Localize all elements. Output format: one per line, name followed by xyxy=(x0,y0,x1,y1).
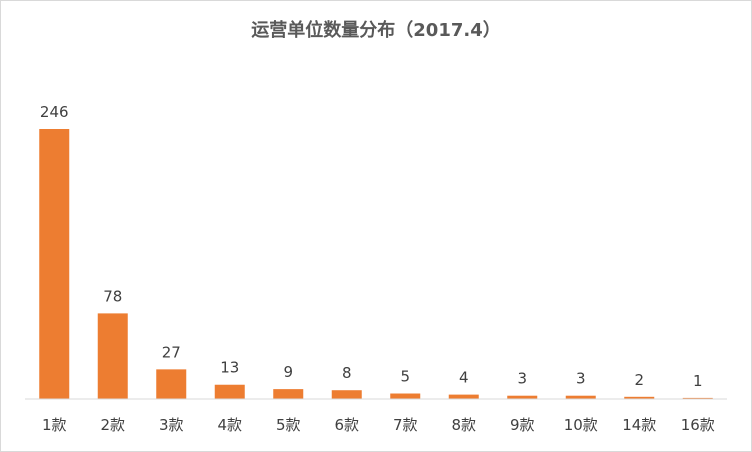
category-label-8: 8款 xyxy=(451,416,476,434)
value-label-9: 3 xyxy=(517,370,527,388)
bar-1 xyxy=(39,129,70,399)
category-label-3: 3款 xyxy=(159,416,184,434)
category-label-7: 7款 xyxy=(393,416,418,434)
category-label-11: 14款 xyxy=(622,416,656,434)
category-label-6: 6款 xyxy=(334,416,359,434)
bar-4 xyxy=(214,384,245,399)
bars-group xyxy=(39,129,713,399)
category-label-12: 16款 xyxy=(681,416,715,434)
value-label-8: 4 xyxy=(459,369,469,387)
category-label-4: 4款 xyxy=(217,416,242,434)
category-label-2: 2款 xyxy=(100,416,125,434)
value-label-2: 78 xyxy=(103,287,122,305)
value-label-7: 5 xyxy=(400,368,410,386)
bar-11 xyxy=(624,396,655,399)
bar-12 xyxy=(682,397,713,399)
category-labels-group: 1款 2款 3款 4款 5款 6款 7款 8款 9款 10款 14款 16款 xyxy=(42,416,715,434)
value-labels-group: 246 78 27 13 9 8 5 4 3 3 2 1 xyxy=(40,103,703,390)
category-label-9: 9款 xyxy=(510,416,535,434)
bar-10 xyxy=(565,395,596,399)
bar-6 xyxy=(331,390,362,399)
bar-3 xyxy=(156,369,187,399)
value-label-10: 3 xyxy=(576,370,586,388)
value-label-11: 2 xyxy=(634,371,644,389)
chart-title: 运营单位数量分布（2017.4） xyxy=(251,20,501,41)
value-label-6: 8 xyxy=(342,364,352,382)
bar-8 xyxy=(448,394,479,399)
bar-7 xyxy=(390,393,421,399)
value-label-1: 246 xyxy=(40,103,69,121)
value-label-5: 9 xyxy=(283,363,293,381)
bar-5 xyxy=(273,389,304,399)
category-label-5: 5款 xyxy=(276,416,301,434)
value-label-12: 1 xyxy=(693,372,703,390)
value-label-3: 27 xyxy=(162,343,181,361)
category-label-10: 10款 xyxy=(564,416,598,434)
value-label-4: 13 xyxy=(220,359,239,377)
bar-9 xyxy=(507,395,538,399)
bar-2 xyxy=(97,313,128,399)
category-label-1: 1款 xyxy=(42,416,67,434)
